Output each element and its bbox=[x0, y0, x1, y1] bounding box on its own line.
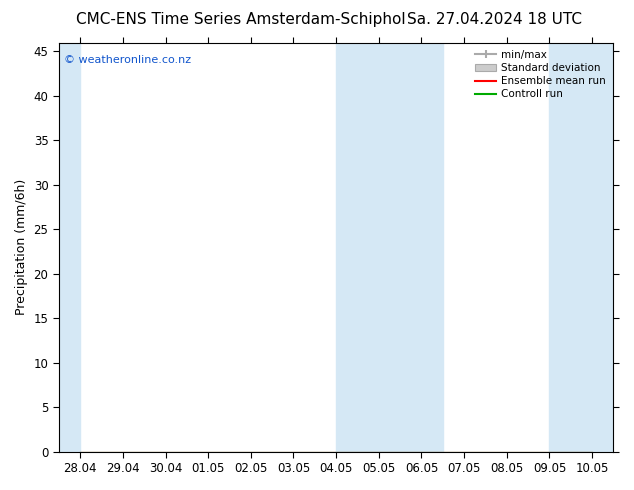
Bar bbox=[59, 43, 80, 452]
Text: © weatheronline.co.nz: © weatheronline.co.nz bbox=[65, 55, 191, 65]
Text: Sa. 27.04.2024 18 UTC: Sa. 27.04.2024 18 UTC bbox=[407, 12, 582, 27]
Bar bbox=[550, 43, 634, 452]
Bar bbox=[336, 43, 443, 452]
Y-axis label: Precipitation (mm/6h): Precipitation (mm/6h) bbox=[15, 179, 28, 315]
Text: CMC-ENS Time Series Amsterdam-Schiphol: CMC-ENS Time Series Amsterdam-Schiphol bbox=[76, 12, 406, 27]
Legend: min/max, Standard deviation, Ensemble mean run, Controll run: min/max, Standard deviation, Ensemble me… bbox=[471, 46, 611, 103]
